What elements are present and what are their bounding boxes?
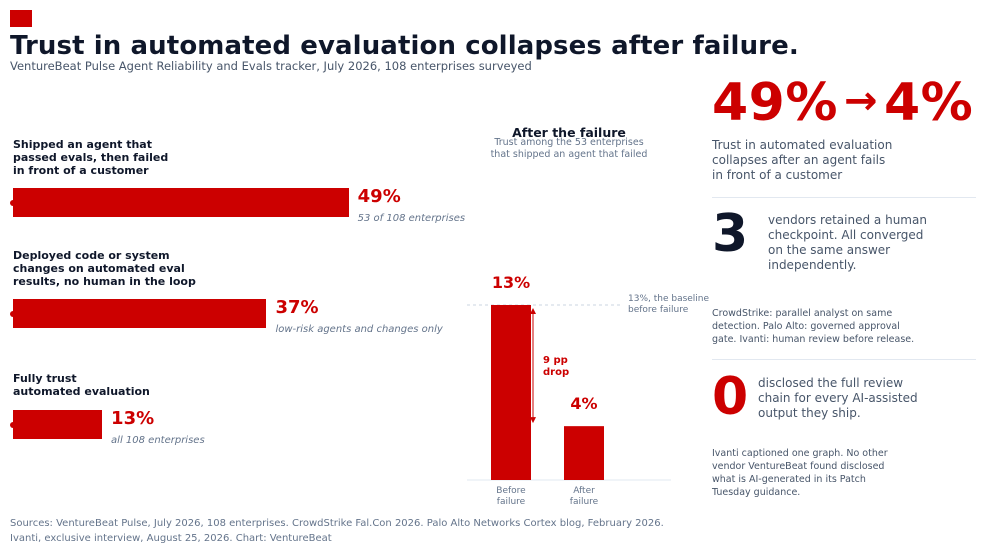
bar xyxy=(13,410,103,439)
sources-footer: Sources: VentureBeat Pulse, July 2026, 1… xyxy=(10,518,664,544)
bar xyxy=(13,299,267,328)
bar xyxy=(564,426,604,480)
bar-note: all 108 enterprises xyxy=(111,435,205,446)
divider xyxy=(712,359,976,360)
bar-category-label: Shipped an agent that passed evals, then… xyxy=(13,138,169,177)
disclosed-stat-detail: Ivanti captioned one graph. No other ven… xyxy=(712,448,888,498)
brand-accent-square xyxy=(10,10,32,27)
headline-stat-to: 4% xyxy=(883,73,974,133)
page-title: Trust in automated evaluation collapses … xyxy=(10,31,799,61)
bar xyxy=(491,305,531,480)
bar-value-label: 13% xyxy=(111,408,155,429)
bar-value-label: 4% xyxy=(570,394,597,413)
headline-stat-from: 49% xyxy=(712,73,838,133)
bar-value-label: 13% xyxy=(492,273,530,292)
vendors-stat-detail: CrowdStrike: parallel analyst on same de… xyxy=(712,308,915,345)
reference-line-label: 13%, the baseline before failure xyxy=(628,294,710,315)
arrow-right-icon: → xyxy=(843,78,878,124)
arrow-up-icon xyxy=(530,308,536,314)
bar-note: low-risk agents and changes only xyxy=(275,324,443,335)
divider xyxy=(712,197,976,198)
disclosed-stat-number: 0 xyxy=(712,367,749,427)
bar-value-label: 37% xyxy=(275,297,319,318)
bar-category-label: Deployed code or system changes on autom… xyxy=(13,249,196,288)
bar-value-label: 49% xyxy=(357,186,401,207)
page-subtitle: VentureBeat Pulse Agent Reliability and … xyxy=(10,59,532,73)
arrow-down-icon xyxy=(530,417,536,424)
bar xyxy=(13,188,349,217)
bar-category-label: Fully trust automated evaluation xyxy=(13,372,150,398)
vendors-stat-number: 3 xyxy=(712,204,749,264)
headline-stat-caption: Trust in automated evaluation collapses … xyxy=(712,138,893,182)
vendors-stat-text: vendors retained a human checkpoint. All… xyxy=(768,213,927,272)
bar-note: 53 of 108 enterprises xyxy=(357,213,466,224)
after-failure-chart-subtitle: Trust among the 53 enterprises that ship… xyxy=(490,137,648,160)
after-failure-chart-title: After the failure xyxy=(512,125,626,140)
headline-stat: 49% → 4% xyxy=(712,73,973,133)
x-tick-label: Before failure xyxy=(496,486,526,507)
drop-annotation-label: 9 pp drop xyxy=(543,355,569,378)
x-tick-label: After failure xyxy=(570,486,599,507)
disclosed-stat-text: disclosed the full review chain for ever… xyxy=(758,376,918,420)
